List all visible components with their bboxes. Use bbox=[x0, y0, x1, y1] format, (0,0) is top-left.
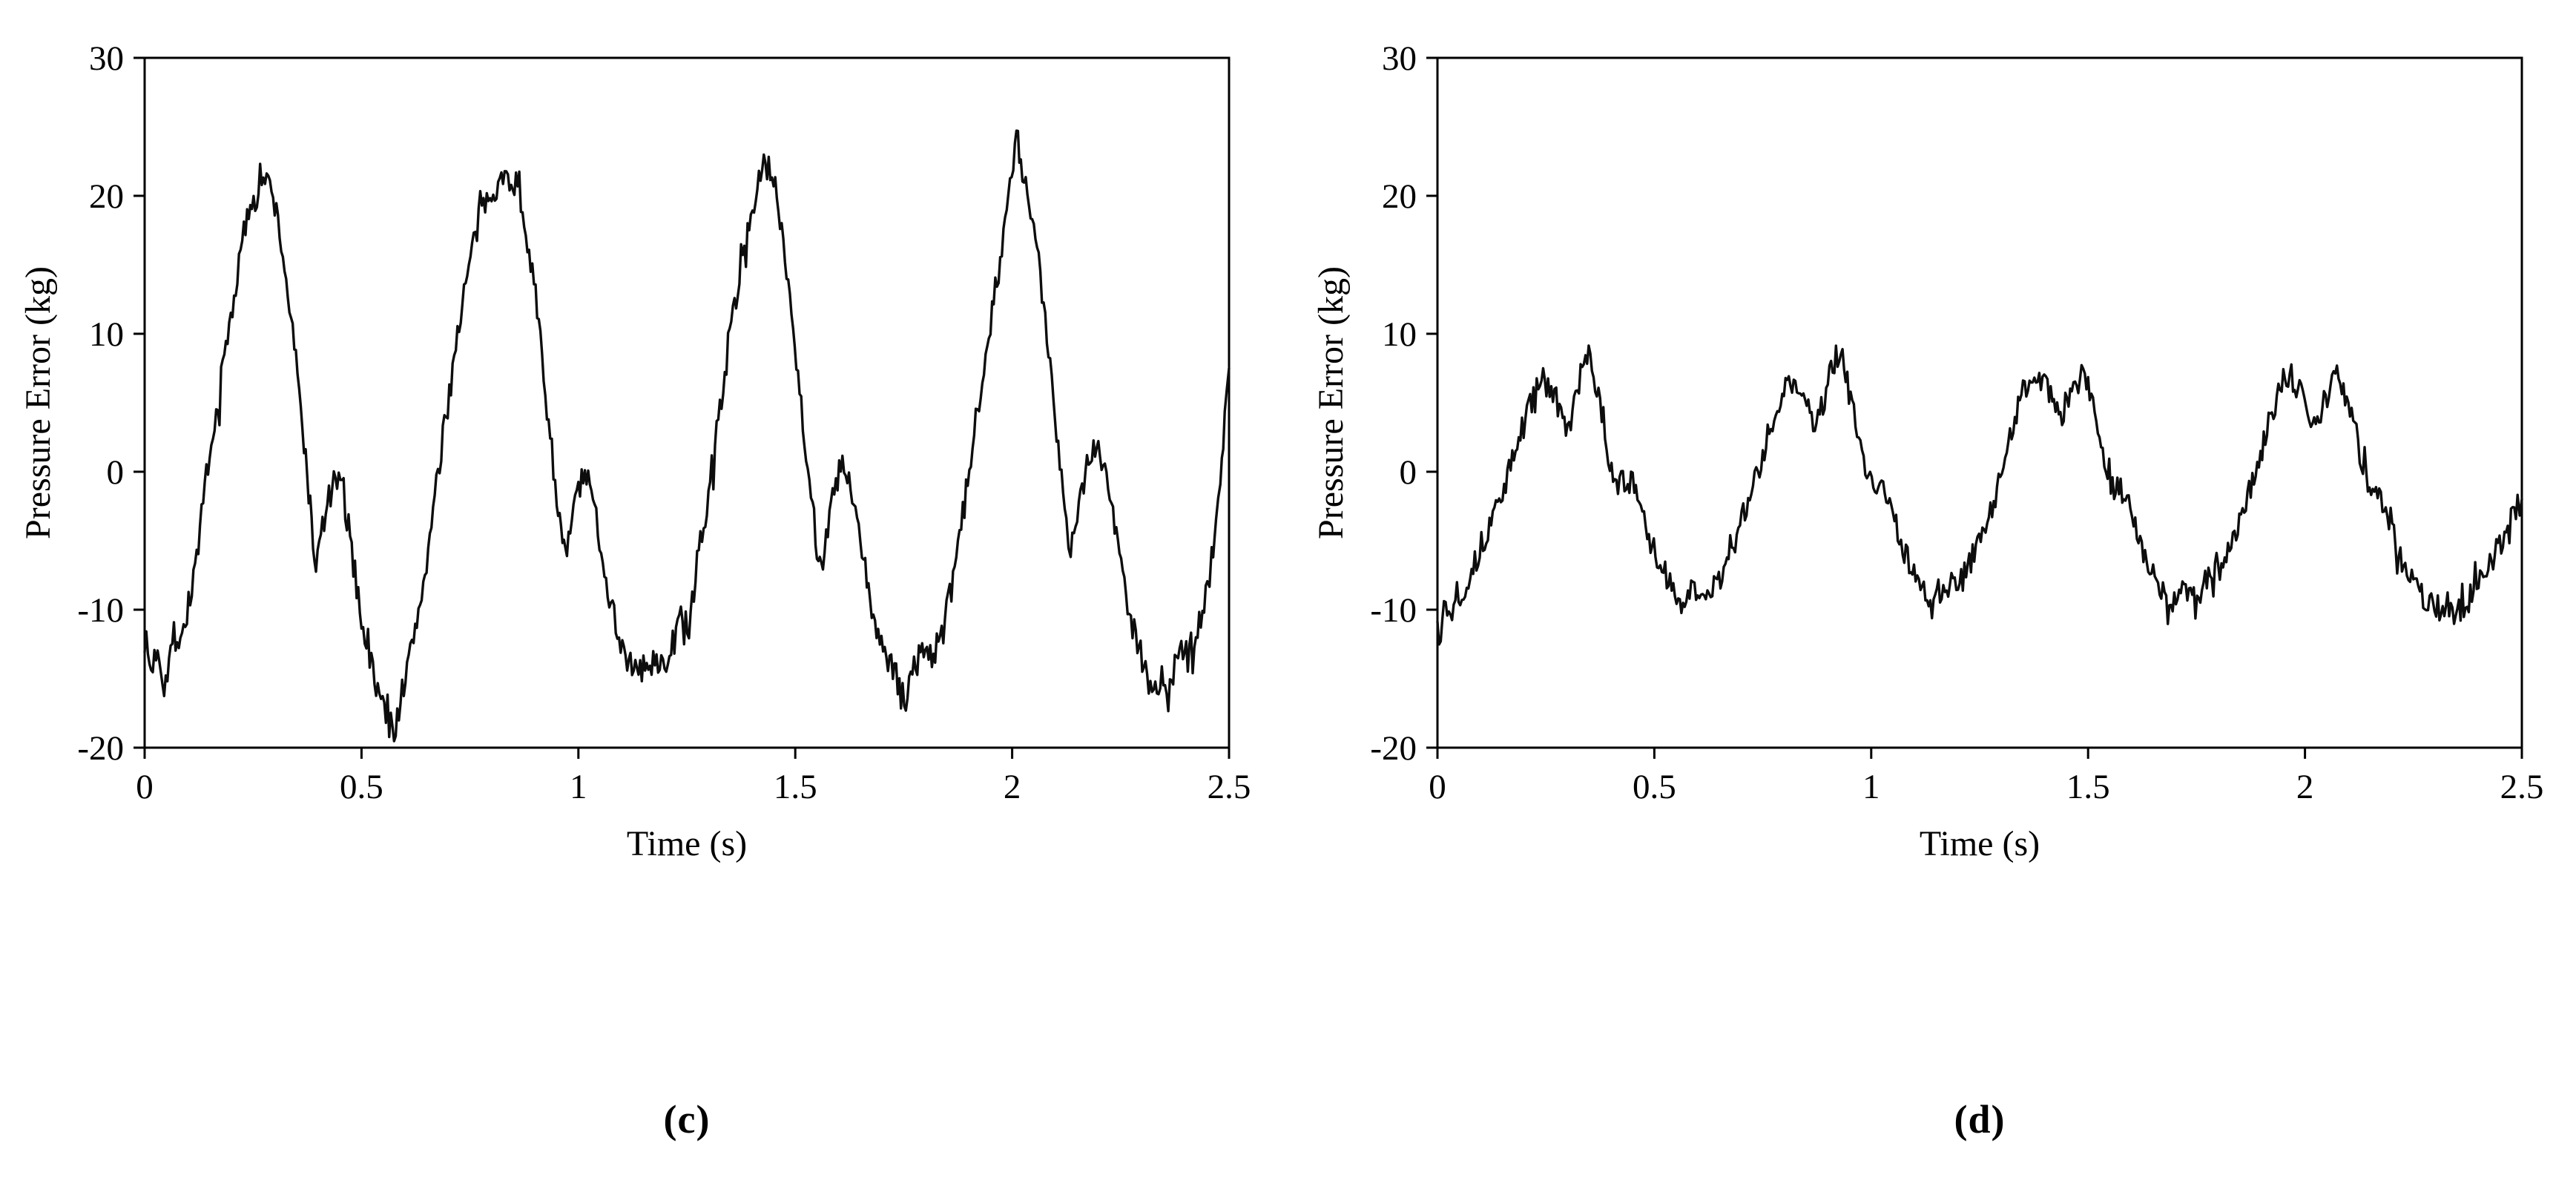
y-axis-label: Pressure Error (kg) bbox=[1311, 266, 1351, 539]
y-tick-label: 30 bbox=[89, 39, 124, 78]
panel-d: 0 0.5 1 1.5 2 2.5 -20 -10 0 10 20 30 Time (s) Pressur… bbox=[1311, 21, 2543, 896]
panel-c: 0 0.5 1 1.5 2 2.5 -20 -10 0 10 20 30 Time (s) Pressur… bbox=[19, 21, 1250, 896]
y-tick-label: -10 bbox=[77, 591, 124, 630]
y-tick-label: 30 bbox=[1382, 39, 1417, 78]
y-tick-label: 20 bbox=[89, 177, 124, 216]
x-tick-label: 0 bbox=[136, 768, 154, 806]
y-tick-label: 0 bbox=[107, 453, 125, 492]
y-tick-label: -20 bbox=[77, 729, 124, 768]
x-tick-label: 1.5 bbox=[774, 768, 817, 806]
x-tick-label: 0.5 bbox=[340, 768, 383, 806]
x-tick-label: 2 bbox=[1004, 768, 1021, 806]
x-tick-label: 0 bbox=[1429, 768, 1446, 806]
y-tick-label: -10 bbox=[1370, 591, 1417, 630]
x-axis-label: Time (s) bbox=[1920, 824, 2040, 863]
x-tick-label: 2 bbox=[2296, 768, 2314, 806]
x-tick-label: 1 bbox=[570, 768, 587, 806]
chart-d-pressure-error-plot: 0 0.5 1 1.5 2 2.5 -20 -10 0 10 20 30 Time (s) Pressur… bbox=[1311, 39, 2543, 863]
caption-c: (c) bbox=[663, 1097, 711, 1142]
signal-trace bbox=[143, 129, 1231, 742]
y-tick-label: 20 bbox=[1382, 177, 1417, 216]
y-tick-label: 10 bbox=[89, 315, 124, 354]
y-axis-label: Pressure Error (kg) bbox=[19, 266, 58, 539]
x-tick-label: 1 bbox=[1862, 768, 1880, 806]
x-tick-label: 2.5 bbox=[1208, 768, 1250, 806]
y-tick-label: 10 bbox=[1382, 315, 1417, 354]
x-tick-label: 2.5 bbox=[2500, 768, 2543, 806]
x-axis-label: Time (s) bbox=[627, 824, 747, 863]
x-tick-label: 1.5 bbox=[2066, 768, 2110, 806]
y-tick-label: 0 bbox=[1400, 453, 1417, 492]
signal-trace bbox=[1436, 344, 2523, 646]
y-tick-label: -20 bbox=[1370, 729, 1417, 768]
caption-d: (d) bbox=[1954, 1097, 2006, 1142]
x-tick-label: 0.5 bbox=[1633, 768, 1676, 806]
chart-c-pressure-error-plot: 0 0.5 1 1.5 2 2.5 -20 -10 0 10 20 30 Time (s) Pressur… bbox=[19, 39, 1250, 863]
